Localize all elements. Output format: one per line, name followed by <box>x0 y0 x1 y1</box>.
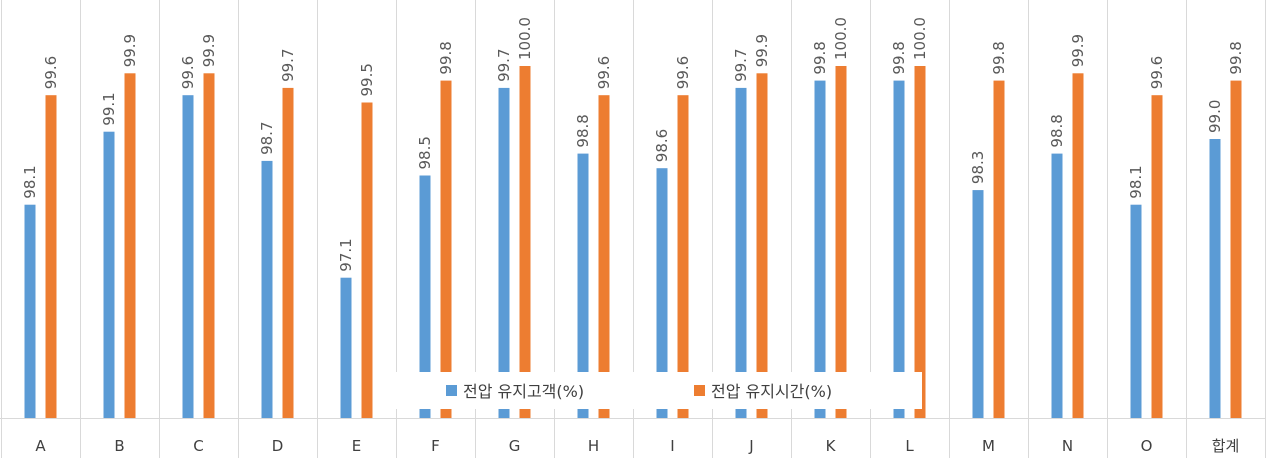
category-label: K <box>826 437 837 455</box>
category-separators <box>1 0 1266 458</box>
bar-series-1 <box>24 204 36 418</box>
bar-series-2 <box>993 80 1005 418</box>
data-label-series-1: 98.6 <box>653 129 671 162</box>
bar-series-1 <box>340 277 352 418</box>
category-label: F <box>431 437 440 455</box>
bar-series-1 <box>498 87 510 419</box>
legend-swatch-series-1 <box>446 385 457 396</box>
data-label-series-1: 99.8 <box>811 41 829 74</box>
data-label-series-2: 99.9 <box>121 34 139 67</box>
bar-series-2 <box>282 87 294 419</box>
bar-series-2 <box>1230 80 1242 418</box>
category-label: M <box>982 437 995 455</box>
data-label-series-2: 99.9 <box>1069 34 1087 67</box>
bar-series-1 <box>261 160 273 418</box>
category-label: G <box>509 437 521 455</box>
category-label: E <box>352 437 361 455</box>
data-label-series-2: 99.8 <box>990 41 1008 74</box>
data-label-series-2: 99.6 <box>595 56 613 89</box>
legend-swatch-series-2 <box>694 385 705 396</box>
data-label-series-1: 98.1 <box>1127 165 1145 198</box>
bar-series-2 <box>1151 95 1163 418</box>
category-labels: A B C D E F G H I J K L M N O 합계 <box>35 437 1239 455</box>
data-label-series-2: 99.8 <box>437 41 455 74</box>
bar-series-2 <box>440 80 452 418</box>
data-label-series-1: 99.1 <box>100 92 118 125</box>
category-label: L <box>905 437 914 455</box>
bar-series-1 <box>1051 153 1063 418</box>
bar-series-2 <box>914 66 926 418</box>
bar-series-1 <box>893 80 905 418</box>
data-label-series-1: 99.7 <box>732 48 750 81</box>
data-label-series-1: 98.8 <box>574 114 592 147</box>
legend-label-series-2: 전압 유지시간(%) <box>711 382 832 401</box>
data-label-series-1: 98.1 <box>21 165 39 198</box>
bar-series-2 <box>677 95 689 418</box>
bar-series-2 <box>598 95 610 418</box>
bar-series-2 <box>361 102 373 418</box>
bar-series-1 <box>577 153 589 418</box>
bar-series-2 <box>203 73 215 419</box>
legend-label-series-1: 전압 유지고객(%) <box>463 382 584 401</box>
bar-series-2 <box>835 66 847 418</box>
data-label-series-1: 99.8 <box>890 41 908 74</box>
data-label-series-1: 99.7 <box>495 48 513 81</box>
category-label: A <box>35 437 46 455</box>
category-label: H <box>588 437 599 455</box>
data-label-series-2: 99.5 <box>358 63 376 96</box>
bar-series-1 <box>735 87 747 419</box>
bar-series-2 <box>124 73 136 419</box>
data-label-series-2: 99.6 <box>42 56 60 89</box>
data-label-series-1: 98.5 <box>416 136 434 169</box>
data-label-series-1: 97.1 <box>337 238 355 271</box>
bars <box>24 66 1242 419</box>
data-label-series-1: 98.3 <box>969 151 987 184</box>
bar-series-1 <box>656 168 668 418</box>
bar-series-1 <box>814 80 826 418</box>
data-label-series-1: 98.7 <box>258 121 276 154</box>
data-label-series-2: 99.9 <box>200 34 218 67</box>
data-label-series-1: 99.0 <box>1206 100 1224 133</box>
data-label-series-2: 99.9 <box>753 34 771 67</box>
bar-series-1 <box>182 95 194 418</box>
legend: 전압 유지고객(%) 전압 유지시간(%) <box>392 372 922 409</box>
bar-series-2 <box>756 73 768 419</box>
data-label-series-2: 99.7 <box>279 48 297 81</box>
data-label-series-2: 100.0 <box>911 17 929 60</box>
bar-series-2 <box>519 66 531 418</box>
bar-series-1 <box>103 131 115 418</box>
category-label: 합계 <box>1212 437 1240 455</box>
data-label-series-2: 99.8 <box>1227 41 1245 74</box>
category-label: I <box>670 437 674 455</box>
legend-background <box>392 372 922 409</box>
category-label: D <box>272 437 284 455</box>
bar-series-2 <box>45 95 57 418</box>
category-label: C <box>193 437 203 455</box>
data-label-series-2: 100.0 <box>516 17 534 60</box>
bar-series-1 <box>1209 139 1221 418</box>
bar-series-2 <box>1072 73 1084 419</box>
data-label-series-2: 100.0 <box>832 17 850 60</box>
category-label: N <box>1062 437 1073 455</box>
data-label-series-2: 99.6 <box>1148 56 1166 89</box>
bar-series-1 <box>419 175 431 418</box>
bar-series-1 <box>972 190 984 418</box>
category-label: J <box>748 437 753 455</box>
value-labels: 98.199.699.199.999.699.998.799.797.199.5… <box>21 17 1245 272</box>
category-label: O <box>1141 437 1153 455</box>
data-label-series-2: 99.6 <box>674 56 692 89</box>
category-label: B <box>114 437 124 455</box>
bar-series-1 <box>1130 204 1142 418</box>
data-label-series-1: 98.8 <box>1048 114 1066 147</box>
data-label-series-1: 99.6 <box>179 56 197 89</box>
